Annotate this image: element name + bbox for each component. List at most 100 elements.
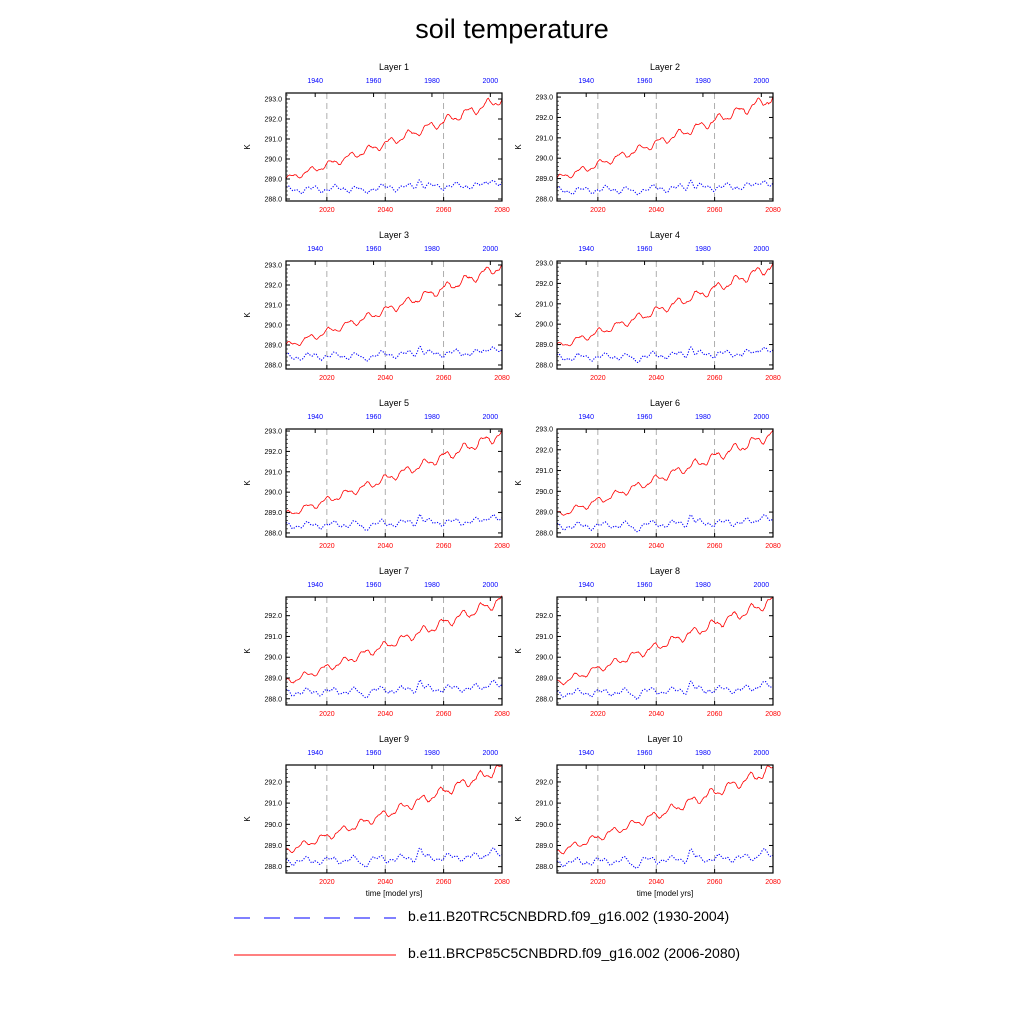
y-tick-label: 288.0 bbox=[264, 530, 282, 537]
x-tick-label-bottom: 2020 bbox=[319, 207, 335, 214]
x-tick-label-bottom: 2040 bbox=[648, 711, 664, 718]
legend-line-solid-red bbox=[234, 954, 396, 956]
y-axis-label: K bbox=[243, 816, 252, 822]
x-tick-label-bottom: 2060 bbox=[707, 543, 723, 550]
x-tick-label-top: 2000 bbox=[754, 750, 770, 757]
y-axis-label: K bbox=[243, 480, 252, 486]
series-historical-line bbox=[285, 345, 503, 363]
x-tick-label-top: 1960 bbox=[637, 78, 653, 85]
x-tick-label-bottom: 2040 bbox=[377, 543, 393, 550]
y-tick-label: 289.0 bbox=[535, 676, 553, 683]
panel-title: Layer 6 bbox=[650, 398, 680, 408]
x-tick-label-bottom: 2060 bbox=[436, 375, 452, 382]
x-tick-label-bottom: 2060 bbox=[436, 879, 452, 886]
y-axis-label: K bbox=[514, 648, 523, 654]
x-tick-label-bottom: 2020 bbox=[590, 375, 606, 382]
x-tick-label-top: 1980 bbox=[424, 750, 440, 757]
y-tick-label: 292.0 bbox=[535, 115, 553, 122]
x-tick-label-top: 1960 bbox=[637, 750, 653, 757]
x-tick-label-top: 1960 bbox=[366, 414, 382, 421]
x-tick-label-bottom: 2060 bbox=[707, 375, 723, 382]
plot-frame bbox=[556, 428, 774, 538]
x-tick-label-bottom: 2060 bbox=[707, 207, 723, 214]
y-tick-label: 292.0 bbox=[264, 613, 282, 620]
x-tick-label-top: 2000 bbox=[483, 750, 499, 757]
panel-9: Layer 9 288.0 289.0 290.0 291.0 292.0 K 2020 204… bbox=[243, 734, 510, 898]
x-tick-label-top: 1960 bbox=[366, 78, 382, 85]
y-tick-label: 293.0 bbox=[535, 427, 553, 434]
y-tick-label: 289.0 bbox=[535, 176, 553, 183]
panel-title: Layer 9 bbox=[379, 734, 409, 744]
y-tick-label: 289.0 bbox=[264, 676, 282, 683]
panel-title: Layer 3 bbox=[379, 230, 409, 240]
y-tick-label: 290.0 bbox=[264, 655, 282, 662]
panel-3: Layer 3 288.0 289.0 290.0 291.0 292.0 293.0 K 20… bbox=[243, 230, 510, 382]
x-tick-label-top: 1960 bbox=[366, 750, 382, 757]
x-tick-label-top: 1980 bbox=[424, 246, 440, 253]
y-tick-label: 291.0 bbox=[535, 801, 553, 808]
panel-5: Layer 5 288.0 289.0 290.0 291.0 292.0 293.0 K 20… bbox=[243, 398, 510, 550]
x-tick-label-top: 1940 bbox=[307, 246, 323, 253]
x-tick-label-bottom: 2060 bbox=[707, 711, 723, 718]
x-tick-label-bottom: 2040 bbox=[648, 207, 664, 214]
plot-frame bbox=[556, 764, 774, 874]
y-tick-label: 290.0 bbox=[264, 490, 282, 497]
y-tick-label: 290.0 bbox=[535, 489, 553, 496]
x-tick-label-bottom: 2060 bbox=[436, 207, 452, 214]
x-tick-label-bottom: 2020 bbox=[590, 207, 606, 214]
plot-frame bbox=[285, 428, 503, 538]
y-tick-label: 289.0 bbox=[535, 342, 553, 349]
y-tick-label: 288.0 bbox=[535, 196, 553, 203]
x-tick-label-bottom: 2080 bbox=[765, 711, 781, 718]
y-tick-label: 290.0 bbox=[535, 322, 553, 329]
x-tick-label-top: 1960 bbox=[366, 246, 382, 253]
y-tick-label: 292.0 bbox=[264, 449, 282, 456]
x-tick-label-bottom: 2080 bbox=[494, 207, 510, 214]
series-future-line bbox=[285, 429, 503, 515]
panel-title: Layer 7 bbox=[379, 566, 409, 576]
x-tick-label-top: 1960 bbox=[637, 582, 653, 589]
y-tick-label: 291.0 bbox=[535, 135, 553, 142]
x-tick-label-bottom: 2040 bbox=[377, 879, 393, 886]
x-tick-label-top: 2000 bbox=[483, 246, 499, 253]
panel-title: Layer 1 bbox=[379, 62, 409, 72]
y-tick-label: 288.0 bbox=[264, 363, 282, 370]
x-tick-label-top: 1980 bbox=[695, 750, 711, 757]
panel-title: Layer 5 bbox=[379, 398, 409, 408]
x-tick-label-bottom: 2040 bbox=[377, 711, 393, 718]
y-tick-label: 293.0 bbox=[535, 261, 553, 268]
x-tick-label-bottom: 2080 bbox=[765, 543, 781, 550]
panel-2: Layer 2 288.0 289.0 290.0 291.0 292.0 293.0 K 20… bbox=[514, 62, 781, 214]
x-tick-label-top: 1940 bbox=[578, 414, 594, 421]
y-tick-label: 291.0 bbox=[264, 469, 282, 476]
x-tick-label-top: 1940 bbox=[578, 582, 594, 589]
y-tick-label: 293.0 bbox=[264, 263, 282, 270]
x-tick-label-top: 1940 bbox=[307, 414, 323, 421]
x-tick-label-bottom: 2080 bbox=[765, 207, 781, 214]
y-tick-label: 291.0 bbox=[264, 801, 282, 808]
y-axis-label: K bbox=[243, 648, 252, 654]
x-tick-label-bottom: 2080 bbox=[494, 375, 510, 382]
legend-line-dashed-blue bbox=[234, 917, 396, 919]
x-tick-label-top: 1940 bbox=[307, 78, 323, 85]
series-future-line bbox=[285, 97, 503, 180]
series-historical-line bbox=[285, 678, 503, 699]
plot-frame bbox=[285, 764, 503, 874]
panel-7: Layer 7 288.0 289.0 290.0 291.0 292.0 K 2020 204… bbox=[243, 566, 510, 718]
x-tick-label-top: 2000 bbox=[754, 78, 770, 85]
series-historical-line bbox=[285, 513, 503, 531]
x-tick-label-bottom: 2080 bbox=[494, 543, 510, 550]
x-tick-label-top: 2000 bbox=[754, 414, 770, 421]
panel-8: Layer 8 288.0 289.0 290.0 291.0 292.0 K 2020 204… bbox=[514, 566, 781, 718]
series-historical-line bbox=[285, 846, 503, 868]
series-future-line bbox=[556, 429, 774, 516]
x-tick-label-bottom: 2060 bbox=[707, 879, 723, 886]
y-tick-label: 288.0 bbox=[535, 530, 553, 537]
series-historical-line bbox=[556, 847, 774, 869]
x-tick-label-top: 2000 bbox=[483, 582, 499, 589]
y-tick-label: 292.0 bbox=[264, 117, 282, 124]
x-tick-label-top: 1940 bbox=[578, 246, 594, 253]
y-tick-label: 293.0 bbox=[264, 97, 282, 104]
series-future-line bbox=[556, 765, 774, 855]
